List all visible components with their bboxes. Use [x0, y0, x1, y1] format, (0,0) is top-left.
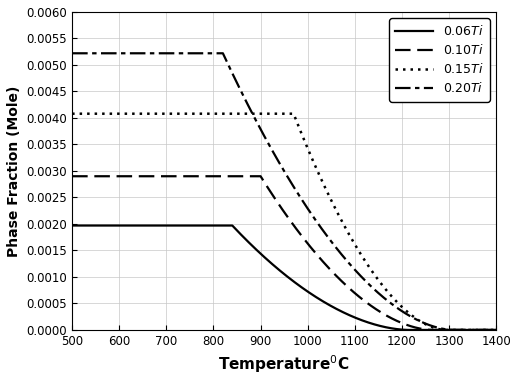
$\mathbf{\mathit{0.15Ti}}$ — [69, 112, 75, 116]
$\mathbf{\mathit{0.15Ti}}$ — [410, 314, 416, 319]
$\mathbf{\mathit{0.06Ti}}$ — [406, 328, 412, 332]
$\mathbf{\mathit{0.20Ti}}$ — [397, 308, 403, 312]
$\mathbf{\mathit{0.10Ti}}$ — [493, 328, 499, 332]
$\mathbf{\mathit{0.20Ti}}$ — [451, 328, 457, 332]
$\mathbf{\mathit{0.20Ti}}$ — [401, 310, 407, 315]
$\mathbf{\mathit{0.15Ti}}$ — [100, 112, 107, 116]
$\mathbf{\mathit{0.06Ti}}$ — [365, 320, 371, 325]
Y-axis label: Phase Fraction (Mole): Phase Fraction (Mole) — [7, 85, 21, 257]
Line: $\mathbf{\mathit{0.10Ti}}$: $\mathbf{\mathit{0.10Ti}}$ — [72, 176, 496, 330]
$\mathbf{\mathit{0.20Ti}}$ — [69, 51, 75, 55]
$\mathbf{\mathit{0.10Ti}}$ — [69, 174, 75, 178]
$\mathbf{\mathit{0.15Ti}}$ — [427, 324, 434, 329]
X-axis label: Temperature$^0$C: Temperature$^0$C — [219, 353, 350, 375]
Line: $\mathbf{\mathit{0.20Ti}}$: $\mathbf{\mathit{0.20Ti}}$ — [72, 53, 496, 330]
Line: $\mathbf{\mathit{0.06Ti}}$: $\mathbf{\mathit{0.06Ti}}$ — [72, 225, 496, 330]
Line: $\mathbf{\mathit{0.15Ti}}$: $\mathbf{\mathit{0.15Ti}}$ — [72, 114, 496, 330]
$\mathbf{\mathit{0.10Ti}}$ — [96, 174, 102, 178]
$\mathbf{\mathit{0.10Ti}}$ — [412, 325, 419, 330]
$\mathbf{\mathit{0.06Ti}}$ — [388, 326, 394, 330]
$\mathbf{\mathit{0.06Ti}}$ — [493, 328, 499, 332]
$\mathbf{\mathit{0.06Ti}}$ — [92, 223, 98, 228]
$\mathbf{\mathit{0.15Ti}}$ — [208, 112, 214, 116]
$\mathbf{\mathit{0.20Ti}}$ — [90, 51, 96, 55]
$\mathbf{\mathit{0.20Ti}}$ — [243, 100, 250, 105]
$\mathbf{\mathit{0.10Ti}}$ — [275, 201, 281, 206]
$\mathbf{\mathit{0.20Ti}}$ — [164, 51, 170, 55]
$\mathbf{\mathit{0.20Ti}}$ — [427, 323, 434, 328]
$\mathbf{\mathit{0.06Ti}}$ — [69, 223, 75, 228]
$\mathbf{\mathit{0.06Ti}}$ — [368, 321, 374, 325]
$\mathbf{\mathit{0.15Ti}}$ — [443, 328, 449, 332]
$\mathbf{\mathit{0.06Ti}}$ — [248, 242, 254, 246]
Legend: $\mathbf{\mathit{0.06Ti}}$, $\mathbf{\mathit{0.10Ti}}$, $\mathbf{\mathit{0.15Ti}: $\mathbf{\mathit{0.06Ti}}$, $\mathbf{\ma… — [389, 18, 490, 102]
$\mathbf{\mathit{0.15Ti}}$ — [493, 328, 499, 332]
$\mathbf{\mathit{0.15Ti}}$ — [306, 150, 312, 154]
$\mathbf{\mathit{0.10Ti}}$ — [429, 328, 436, 332]
$\mathbf{\mathit{0.10Ti}}$ — [187, 174, 193, 178]
$\mathbf{\mathit{0.20Ti}}$ — [493, 328, 499, 332]
$\mathbf{\mathit{0.06Ti}}$ — [169, 223, 176, 228]
$\mathbf{\mathit{0.10Ti}}$ — [390, 316, 396, 321]
$\mathbf{\mathit{0.10Ti}}$ — [393, 318, 399, 322]
$\mathbf{\mathit{0.15Ti}}$ — [407, 312, 413, 317]
